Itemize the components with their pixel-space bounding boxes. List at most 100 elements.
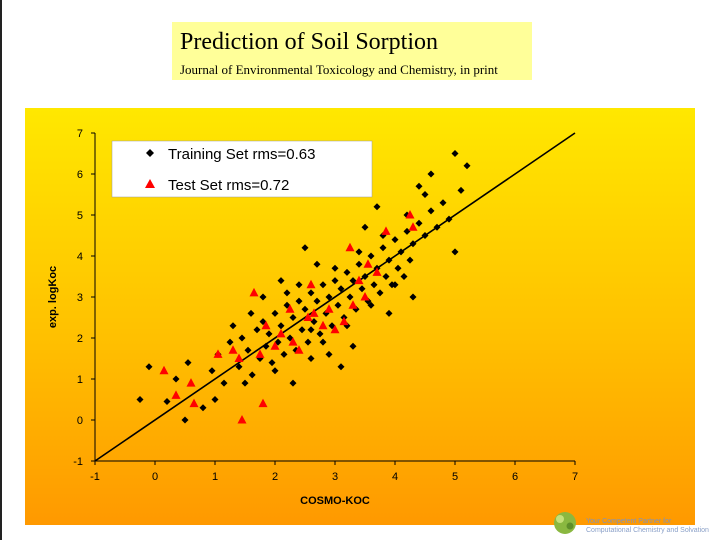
x-tick-label: 1 — [212, 471, 218, 483]
training-point — [325, 350, 333, 358]
training-point — [283, 289, 291, 297]
training-point — [349, 277, 357, 285]
test-point — [360, 292, 370, 301]
training-point — [208, 367, 216, 375]
test-point — [354, 275, 364, 285]
training-point — [262, 342, 270, 350]
test-point — [324, 304, 334, 313]
training-point — [337, 285, 345, 293]
training-point — [241, 379, 249, 387]
training-point — [331, 277, 339, 285]
test-point — [228, 345, 238, 354]
training-point — [370, 281, 378, 289]
training-point — [319, 338, 327, 346]
training-point — [307, 289, 315, 297]
x-tick-label: -1 — [90, 471, 100, 483]
molecule-logo-icon — [554, 512, 576, 534]
test-point — [372, 267, 382, 276]
y-axis-label: exp. logKoc — [47, 266, 59, 328]
training-point — [220, 379, 228, 387]
test-point — [285, 304, 295, 313]
training-point — [313, 297, 321, 305]
test-point — [237, 415, 247, 424]
training-point — [337, 363, 345, 371]
training-point — [367, 301, 375, 309]
training-point — [136, 396, 144, 403]
y-tick-label: 0 — [77, 415, 83, 427]
footer-tagline-line2: Computational Chemistry and Solvation — [586, 527, 709, 534]
training-point — [376, 289, 384, 297]
test-point — [213, 349, 223, 358]
training-point — [172, 375, 180, 383]
test-point — [288, 337, 298, 346]
training-point — [304, 338, 312, 346]
training-point — [248, 371, 256, 379]
training-point — [409, 293, 417, 301]
training-point — [226, 338, 234, 346]
legend-training-label: Training Set rms=0.63 — [168, 146, 315, 163]
legend-training-marker — [146, 149, 154, 157]
training-point — [427, 170, 435, 178]
training-point — [181, 416, 189, 424]
test-point — [348, 300, 358, 309]
test-point — [255, 349, 265, 358]
training-point — [463, 162, 471, 170]
training-point — [427, 207, 435, 215]
footer-tagline-line1: Your Competent Partner for — [586, 518, 672, 525]
training-point — [355, 260, 363, 268]
test-point — [270, 341, 280, 350]
training-point — [343, 268, 351, 276]
scatter-chart: -1 0 1 2 3 4 5 6 7 -1 0 1 2 3 4 5 6 7 exp. logKoc COSMO-K… — [47, 128, 578, 507]
training-point — [421, 232, 429, 239]
test-point — [294, 345, 304, 354]
slide-subtitle: Journal of Environmental Toxicology and … — [180, 62, 498, 77]
training-point — [433, 223, 441, 231]
training-point — [310, 318, 318, 326]
test-point — [234, 353, 244, 362]
footer-logo: Your Competent Partner for Computational… — [548, 498, 720, 540]
training-point — [253, 326, 261, 334]
training-point — [394, 264, 402, 272]
training-point — [358, 285, 366, 293]
test-point — [345, 242, 355, 252]
training-point — [382, 273, 390, 280]
y-tick-label: 4 — [77, 251, 83, 263]
test-point — [303, 312, 313, 321]
y-tick-label: 7 — [77, 128, 83, 140]
test-point — [306, 279, 316, 289]
training-point — [373, 203, 381, 211]
legend-test-marker — [145, 179, 155, 188]
training-point — [331, 264, 339, 272]
test-point — [249, 287, 259, 297]
training-point — [301, 244, 309, 252]
y-tick-label: 5 — [77, 210, 83, 222]
test-point — [408, 222, 418, 231]
test-point — [171, 390, 181, 399]
training-point — [346, 293, 354, 301]
training-point — [313, 260, 321, 268]
training-point — [307, 326, 315, 334]
training-point — [295, 297, 303, 305]
test-point — [189, 398, 199, 408]
training-point — [229, 322, 237, 330]
training-point — [361, 273, 369, 280]
training-point — [403, 227, 411, 235]
training-point — [163, 398, 171, 406]
x-tick-label: 0 — [152, 471, 158, 483]
training-point — [268, 359, 276, 367]
training-point — [145, 363, 153, 371]
y-tick-label: 6 — [77, 169, 83, 181]
x-tick-label: 3 — [332, 471, 338, 483]
training-point — [451, 248, 459, 256]
test-point — [309, 308, 319, 317]
training-point — [301, 305, 309, 313]
training-point — [385, 256, 393, 264]
test-point — [363, 259, 373, 268]
training-point — [316, 330, 324, 338]
legend-box — [111, 140, 373, 198]
training-point — [439, 199, 447, 207]
test-point — [318, 320, 328, 330]
training-point — [289, 379, 297, 387]
training-point — [415, 182, 423, 190]
training-point — [199, 404, 207, 412]
